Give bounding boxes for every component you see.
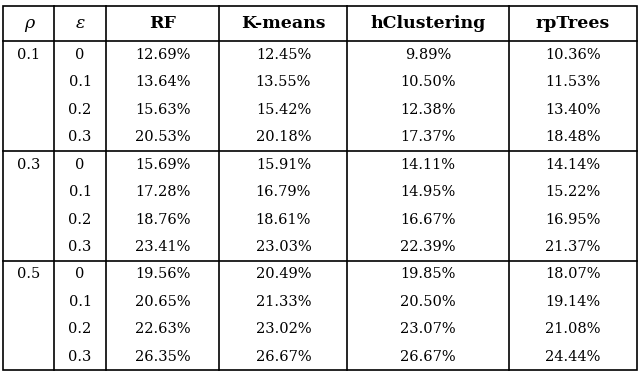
Text: 0.3: 0.3 xyxy=(68,350,92,364)
Text: 9.89%: 9.89% xyxy=(405,48,451,62)
Text: rpTrees: rpTrees xyxy=(536,15,610,32)
Text: 0.1: 0.1 xyxy=(68,185,92,199)
Text: 17.37%: 17.37% xyxy=(401,130,456,144)
Text: 19.85%: 19.85% xyxy=(401,267,456,281)
Text: 22.63%: 22.63% xyxy=(134,322,190,336)
Text: 20.50%: 20.50% xyxy=(400,295,456,309)
Text: 18.61%: 18.61% xyxy=(256,212,311,226)
Text: 23.02%: 23.02% xyxy=(255,322,311,336)
Text: 10.36%: 10.36% xyxy=(545,48,600,62)
Text: 0.3: 0.3 xyxy=(17,158,40,172)
Text: 0.3: 0.3 xyxy=(68,240,92,254)
Text: 20.65%: 20.65% xyxy=(134,295,190,309)
Text: 26.67%: 26.67% xyxy=(255,350,311,364)
Text: 15.91%: 15.91% xyxy=(256,158,311,172)
Text: 16.79%: 16.79% xyxy=(256,185,311,199)
Text: 24.44%: 24.44% xyxy=(545,350,600,364)
Text: 20.18%: 20.18% xyxy=(255,130,311,144)
Text: 21.37%: 21.37% xyxy=(545,240,600,254)
Text: 16.67%: 16.67% xyxy=(400,212,456,226)
Text: 14.14%: 14.14% xyxy=(545,158,600,172)
Text: 0: 0 xyxy=(76,267,84,281)
Text: 23.07%: 23.07% xyxy=(400,322,456,336)
Text: K-means: K-means xyxy=(241,15,326,32)
Text: 11.53%: 11.53% xyxy=(545,76,600,89)
Text: 15.69%: 15.69% xyxy=(135,158,190,172)
Text: 0.1: 0.1 xyxy=(68,76,92,89)
Text: 17.28%: 17.28% xyxy=(135,185,190,199)
Text: 14.95%: 14.95% xyxy=(401,185,456,199)
Text: 0.1: 0.1 xyxy=(68,295,92,309)
Text: 10.50%: 10.50% xyxy=(400,76,456,89)
Text: RF: RF xyxy=(149,15,176,32)
Text: 20.49%: 20.49% xyxy=(255,267,311,281)
Text: 15.22%: 15.22% xyxy=(545,185,600,199)
Text: 12.45%: 12.45% xyxy=(256,48,311,62)
Text: 0.2: 0.2 xyxy=(68,103,92,117)
Text: 26.67%: 26.67% xyxy=(400,350,456,364)
Text: 19.56%: 19.56% xyxy=(135,267,190,281)
Text: 21.08%: 21.08% xyxy=(545,322,600,336)
Text: 0.5: 0.5 xyxy=(17,267,40,281)
Text: hClustering: hClustering xyxy=(371,15,486,32)
Text: 0: 0 xyxy=(76,48,84,62)
Text: 19.14%: 19.14% xyxy=(545,295,600,309)
Text: 20.53%: 20.53% xyxy=(134,130,190,144)
Text: 0: 0 xyxy=(76,158,84,172)
Text: 18.48%: 18.48% xyxy=(545,130,600,144)
Text: 12.69%: 12.69% xyxy=(135,48,190,62)
Text: 23.03%: 23.03% xyxy=(255,240,311,254)
Text: 0.1: 0.1 xyxy=(17,48,40,62)
Text: ε: ε xyxy=(76,15,84,32)
Text: 23.41%: 23.41% xyxy=(135,240,190,254)
Text: 0.3: 0.3 xyxy=(68,130,92,144)
Text: 18.07%: 18.07% xyxy=(545,267,600,281)
Text: ρ: ρ xyxy=(24,15,34,32)
Text: 15.42%: 15.42% xyxy=(256,103,311,117)
Text: 18.76%: 18.76% xyxy=(135,212,190,226)
Text: 26.35%: 26.35% xyxy=(134,350,190,364)
Text: 0.2: 0.2 xyxy=(68,322,92,336)
Text: 0.2: 0.2 xyxy=(68,212,92,226)
Text: 13.55%: 13.55% xyxy=(256,76,311,89)
Text: 14.11%: 14.11% xyxy=(401,158,456,172)
Text: 12.38%: 12.38% xyxy=(400,103,456,117)
Text: 16.95%: 16.95% xyxy=(545,212,600,226)
Text: 13.64%: 13.64% xyxy=(135,76,190,89)
Text: 15.63%: 15.63% xyxy=(135,103,190,117)
Text: 22.39%: 22.39% xyxy=(400,240,456,254)
Text: 13.40%: 13.40% xyxy=(545,103,600,117)
Text: 21.33%: 21.33% xyxy=(255,295,311,309)
